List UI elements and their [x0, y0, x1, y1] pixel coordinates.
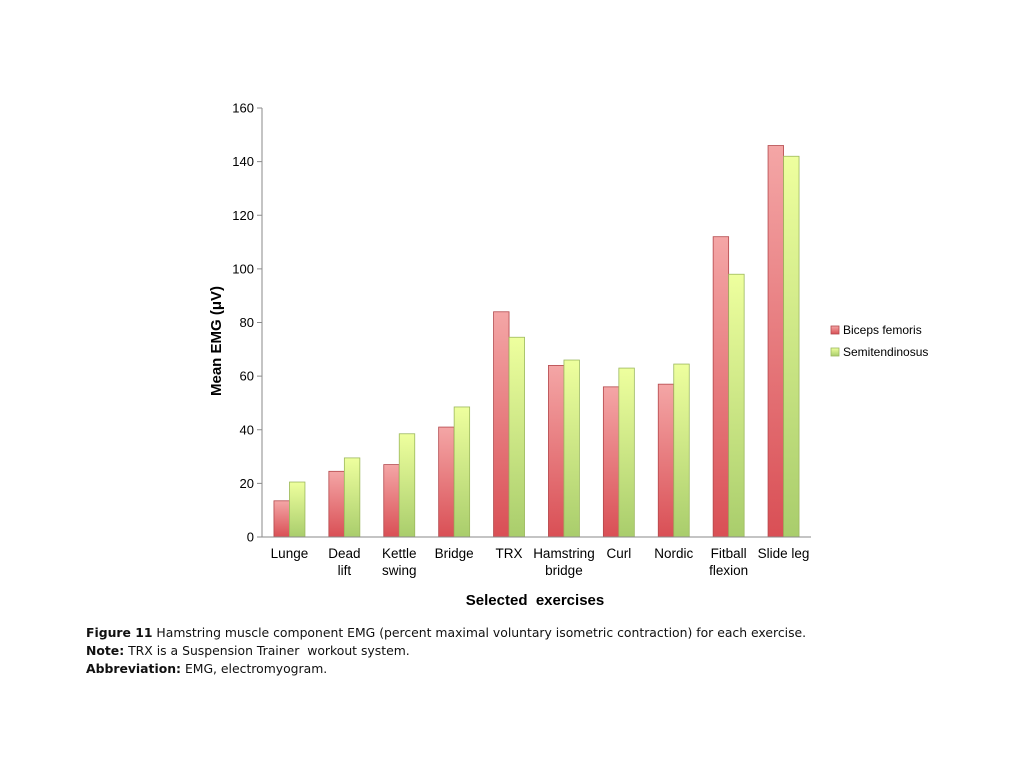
bar-biceps-femoris-5: [548, 364, 565, 538]
y-tick-label: 100: [232, 261, 254, 276]
x-category-label: flexion: [709, 563, 748, 578]
caption-note-line: Note: TRX is a Suspension Trainer workou…: [86, 642, 986, 660]
x-category-label: Bridge: [435, 546, 474, 561]
x-category-label: bridge: [545, 563, 583, 578]
x-category-label: Kettle: [382, 546, 417, 561]
x-axis-title: Selected exercises: [466, 592, 604, 609]
bar-biceps-femoris-1: [328, 470, 345, 538]
bar-biceps-femoris-7: [657, 383, 675, 538]
caption-figure-line: Figure 11 Hamstring muscle component EMG…: [86, 624, 986, 642]
x-category-label: Lunge: [271, 546, 309, 561]
bar-semitendinosus-2: [398, 433, 416, 538]
bar-semitendinosus-4: [508, 336, 525, 538]
x-category-label: lift: [338, 563, 352, 578]
caption-abbreviation-line: Abbreviation: EMG, electromyogram.: [86, 660, 986, 678]
y-tick-label: 60: [240, 369, 254, 384]
x-category-label: Dead: [328, 546, 360, 561]
caption-figure-text: Hamstring muscle component EMG (percent …: [152, 625, 807, 640]
bar-semitendinosus-9: [783, 155, 800, 538]
x-category-label: Hamstring: [533, 546, 595, 561]
x-category-label: Nordic: [654, 546, 693, 561]
bar-biceps-femoris-6: [602, 386, 620, 538]
bar-semitendinosus-7: [673, 363, 690, 538]
x-category-label: Fitball: [711, 546, 747, 561]
y-tick-label: 80: [240, 315, 254, 330]
bars-layer: [273, 145, 800, 538]
y-tick-label: 20: [240, 476, 254, 491]
caption-note-label: Note:: [86, 643, 125, 658]
figure-caption: Figure 11 Hamstring muscle component EMG…: [86, 624, 986, 678]
x-category-label: Slide leg: [758, 546, 810, 561]
bar-biceps-femoris-0: [273, 500, 290, 538]
y-tick-label: 120: [232, 208, 254, 223]
caption-figure-label: Figure 11: [86, 625, 153, 640]
x-category-label: TRX: [496, 546, 523, 561]
y-axis-title: Mean EMG (μV): [208, 286, 225, 396]
caption-abbreviation-label: Abbreviation:: [86, 661, 181, 676]
legend-swatch-1: [830, 347, 840, 357]
bar-semitendinosus-8: [728, 273, 745, 538]
bar-biceps-femoris-2: [383, 464, 400, 538]
x-category-label: swing: [382, 563, 417, 578]
caption-note-text: TRX is a Suspension Trainer workout syst…: [124, 643, 410, 658]
legend-label-0: Biceps femoris: [843, 323, 922, 337]
legend: Biceps femoris Semitendinosus: [830, 323, 928, 359]
bar-biceps-femoris-3: [438, 426, 455, 538]
bar-semitendinosus-1: [343, 457, 361, 538]
y-ticks-layer: 0 20 40 60 80 100 120 140 160: [232, 101, 262, 545]
legend-swatch-0: [830, 325, 840, 335]
x-category-labels: Lunge Dead lift Kettle swing Bridge TRX Hamstri…: [271, 546, 810, 578]
y-tick-label: 40: [240, 422, 254, 437]
bar-semitendinosus-6: [618, 367, 635, 538]
caption-abbreviation-text: EMG, electromyogram.: [181, 661, 328, 676]
bar-semitendinosus-5: [563, 359, 580, 538]
y-tick-label: 0: [247, 530, 254, 545]
bar-biceps-femoris-8: [712, 236, 730, 538]
bar-semitendinosus-0: [289, 481, 306, 538]
bar-biceps-femoris-4: [493, 311, 510, 538]
x-category-label: Curl: [606, 546, 631, 561]
legend-label-1: Semitendinosus: [843, 345, 928, 359]
bar-semitendinosus-3: [453, 406, 471, 538]
y-tick-label: 140: [232, 154, 254, 169]
bar-biceps-femoris-9: [767, 145, 784, 538]
y-tick-label: 160: [232, 101, 254, 116]
